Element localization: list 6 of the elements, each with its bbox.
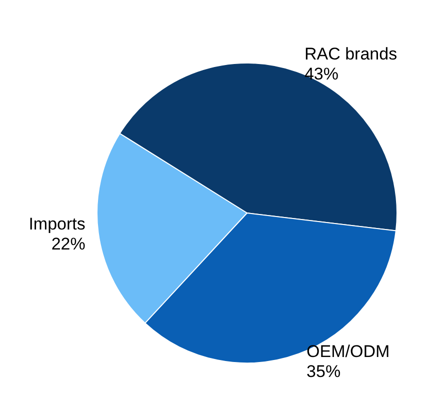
- slice-label: RAC brands: [304, 44, 398, 64]
- slice-label: OEM/ODM: [306, 342, 390, 361]
- data-label: 35%: [306, 362, 341, 381]
- slice-label: Imports: [28, 214, 86, 234]
- data-label: 43%: [304, 64, 339, 84]
- data-label: 22%: [51, 234, 86, 254]
